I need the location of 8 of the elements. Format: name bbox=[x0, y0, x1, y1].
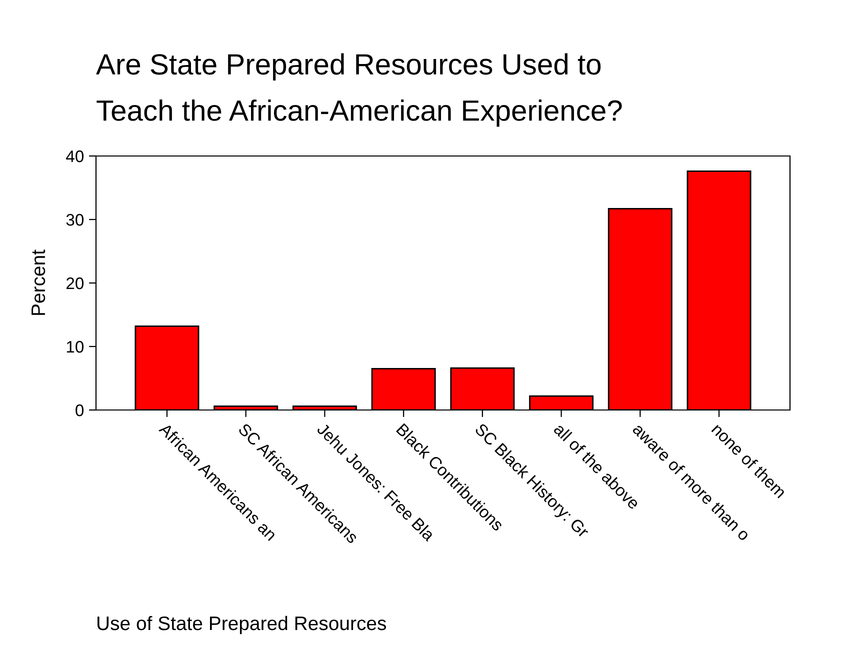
y-axis-title: Percent bbox=[32, 250, 46, 315]
y-tick-label: 30 bbox=[66, 214, 84, 226]
y-tick-label: 40 bbox=[66, 150, 84, 162]
y-tick-label: 10 bbox=[66, 340, 84, 353]
x-axis-title: Use of State Prepared Resources bbox=[98, 616, 386, 634]
chart-title: Are State Prepared Resources Used to Teach the African-American Experience? bbox=[96, 53, 622, 127]
y-tick-label: 0 bbox=[76, 404, 84, 416]
y-tick-label: 20 bbox=[66, 277, 84, 290]
